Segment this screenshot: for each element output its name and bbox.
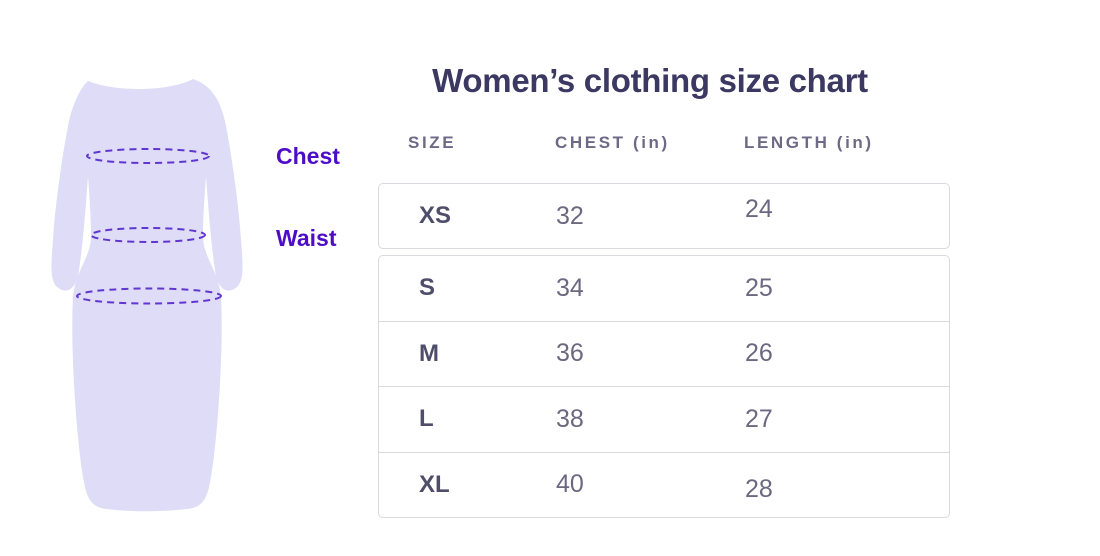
size-cell: L bbox=[419, 405, 434, 433]
length-value-cell: 27 bbox=[745, 404, 773, 433]
length-value-cell: 24 bbox=[745, 194, 773, 223]
hip-measurement-line bbox=[76, 287, 222, 305]
size-cell: M bbox=[419, 339, 439, 367]
table-row-m: M 36 26 bbox=[379, 322, 949, 387]
column-header-size: SIZE bbox=[408, 133, 457, 152]
length-value-cell: 26 bbox=[745, 339, 773, 368]
size-cell: XS bbox=[419, 202, 452, 229]
chest-value-cell: 32 bbox=[556, 201, 584, 230]
chart-title: Women’s clothing size chart bbox=[432, 62, 868, 99]
size-table-rows-box: S 34 25 M 36 26 L 38 27 XL 40 28 bbox=[378, 255, 950, 518]
chest-value-cell: 40 bbox=[556, 470, 584, 499]
column-header-chest: CHEST (in) bbox=[555, 133, 670, 152]
dress-illustration bbox=[51, 79, 243, 512]
table-row-xs: XS 32 24 bbox=[379, 184, 949, 248]
chest-value-cell: 34 bbox=[556, 273, 584, 302]
length-value-cell: 28 bbox=[745, 475, 773, 504]
size-cell: S bbox=[419, 274, 436, 302]
chest-label: Chest bbox=[276, 143, 340, 169]
waist-measurement-line bbox=[90, 227, 206, 243]
table-header: SIZE CHEST (in) LENGTH (in) bbox=[378, 131, 950, 155]
table-row-l: L 38 27 bbox=[379, 387, 949, 453]
size-table-first-row-box: XS 32 24 bbox=[378, 183, 950, 249]
waist-label: Waist bbox=[276, 225, 337, 251]
chest-value-cell: 38 bbox=[556, 404, 584, 433]
chest-measurement-line bbox=[86, 148, 210, 164]
table-row-s: S 34 25 bbox=[379, 256, 949, 322]
size-cell: XL bbox=[419, 470, 450, 498]
length-value-cell: 25 bbox=[745, 273, 773, 302]
table-row-xl: XL 40 28 bbox=[379, 453, 949, 518]
dress-silhouette bbox=[51, 79, 243, 512]
column-header-length: LENGTH (in) bbox=[744, 133, 874, 152]
chest-value-cell: 36 bbox=[556, 339, 584, 368]
